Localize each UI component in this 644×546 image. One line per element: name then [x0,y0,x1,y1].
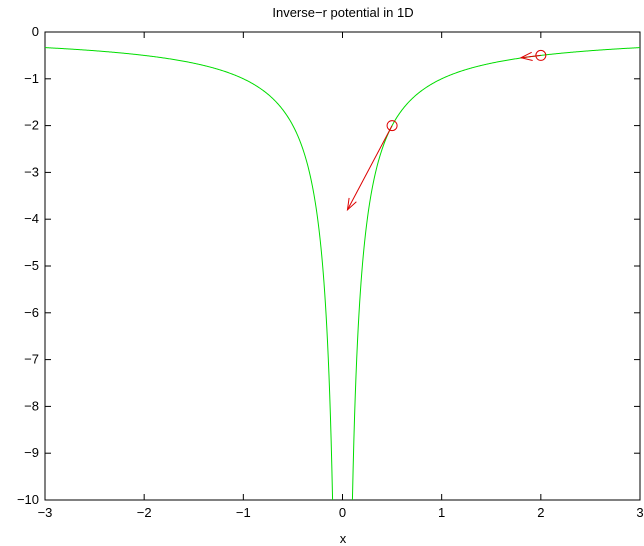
y-tick-label: −5 [24,258,39,273]
y-tick-label: −3 [24,164,39,179]
axes-box [45,32,640,500]
y-tick-label: −9 [24,445,39,460]
y-tick-label: 0 [32,24,39,39]
chart-title: Inverse−r potential in 1D [272,5,413,20]
y-tick-label: −4 [24,211,39,226]
y-tick-label: −2 [24,118,39,133]
x-tick-label: −3 [38,505,53,520]
x-tick-label: −2 [137,505,152,520]
y-tick-label: −8 [24,398,39,413]
y-tick-label: −6 [24,305,39,320]
x-tick-label: 2 [537,505,544,520]
x-axis-label: x [340,531,347,546]
y-tick-label: −7 [24,352,39,367]
x-tick-label: −1 [236,505,251,520]
y-tick-label: −1 [24,71,39,86]
x-tick-label: 1 [438,505,445,520]
y-tick-label: −10 [17,492,39,507]
x-tick-label: 0 [339,505,346,520]
x-tick-label: 3 [636,505,643,520]
plot-area: −3 −2 −1 0 1 2 30−1−2−3−4−5−6−7−8−9−10 [17,24,644,520]
